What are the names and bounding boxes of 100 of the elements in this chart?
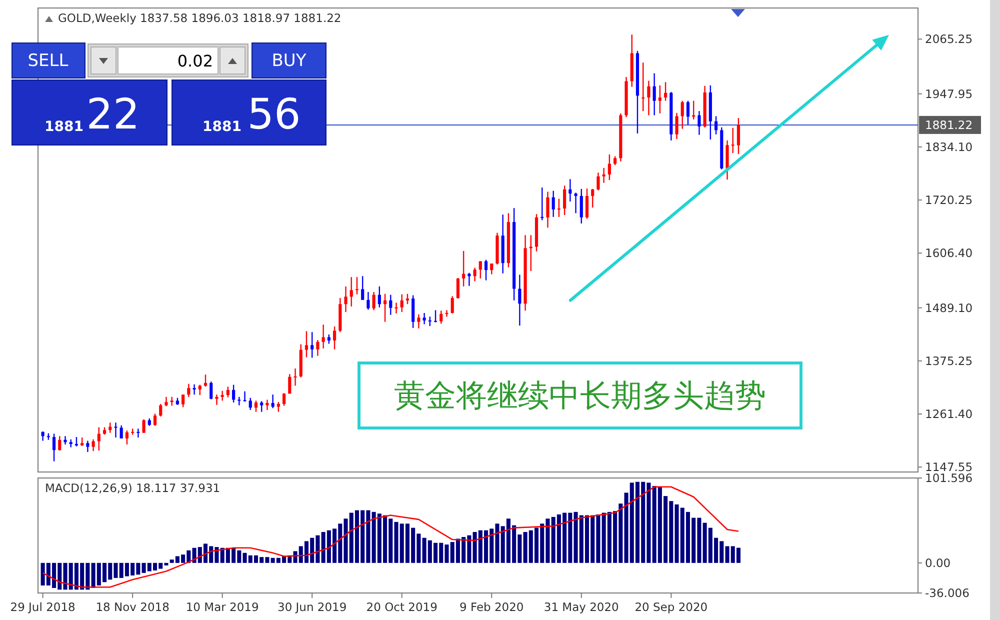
candlestick	[52, 433, 56, 462]
y-tick-label: 0.00	[925, 556, 951, 570]
candlestick	[462, 250, 466, 287]
y-tick-label: -36.006	[925, 586, 970, 600]
candlestick	[125, 430, 129, 446]
candlestick	[226, 386, 230, 398]
candlestick	[417, 314, 420, 329]
candlestick	[366, 291, 370, 310]
candlestick	[192, 384, 196, 396]
candlestick	[484, 259, 488, 281]
candlestick	[680, 100, 684, 130]
candlestick	[445, 310, 448, 318]
y-tick-label: 1720.25	[925, 193, 973, 208]
candlestick	[383, 293, 387, 322]
annotation: 1881	[202, 119, 242, 135]
candlestick	[361, 276, 364, 301]
candlestick	[86, 440, 90, 453]
candlestick	[198, 384, 202, 396]
candlestick	[97, 426, 100, 452]
candlestick	[355, 276, 359, 295]
candlestick	[271, 394, 274, 409]
candlestick	[153, 413, 157, 426]
candlestick	[248, 397, 252, 411]
candlestick	[187, 383, 190, 398]
candlestick	[182, 394, 185, 408]
candlestick	[170, 396, 174, 406]
ref-line-label: 1881.22	[925, 118, 973, 132]
candlestick	[304, 330, 308, 358]
candlestick	[406, 293, 410, 305]
candlestick	[64, 435, 67, 446]
candlestick	[74, 436, 78, 447]
candlestick	[266, 399, 269, 411]
annotation: 1881	[44, 119, 84, 135]
candlestick	[434, 310, 438, 323]
candlestick	[400, 294, 404, 313]
annotation: 22	[86, 90, 140, 138]
candlestick	[114, 422, 118, 438]
candlestick	[108, 422, 112, 434]
candlestick	[714, 116, 718, 135]
y-tick-label: 1606.40	[925, 246, 973, 260]
candlestick	[159, 403, 162, 418]
y-tick-label: 1375.25	[925, 354, 973, 368]
candlestick	[675, 112, 678, 140]
candlestick	[736, 117, 740, 155]
candlestick	[563, 185, 566, 216]
candlestick	[473, 267, 476, 282]
candlestick	[412, 294, 415, 329]
candlestick	[552, 190, 555, 218]
candlestick	[220, 390, 224, 402]
candlestick	[568, 178, 572, 202]
candlestick	[294, 368, 297, 386]
candlestick	[344, 286, 348, 313]
candlestick	[731, 127, 734, 154]
candlestick	[136, 428, 140, 438]
candlestick	[574, 192, 578, 214]
candlestick	[41, 430, 44, 442]
candlestick	[591, 188, 594, 208]
candlestick	[478, 260, 482, 280]
candlestick	[440, 310, 443, 324]
candlestick	[580, 188, 583, 224]
x-tick-label: 10 Mar 2019	[186, 600, 259, 614]
candlestick	[658, 84, 662, 114]
candlestick	[142, 418, 146, 434]
candlestick	[322, 324, 325, 350]
annotation: BUY	[272, 51, 307, 71]
candlestick	[540, 186, 544, 221]
x-tick-label: 30 Jun 2019	[278, 600, 347, 614]
candlestick	[686, 100, 690, 126]
candlestick	[243, 390, 246, 402]
candlestick	[585, 188, 589, 220]
annotation: 56	[247, 90, 301, 138]
y-tick-label: 1261.40	[925, 406, 973, 421]
candlestick	[288, 373, 292, 394]
candlestick	[602, 167, 606, 184]
candlestick	[316, 339, 320, 356]
candlestick	[664, 82, 668, 102]
candlestick	[254, 400, 258, 412]
candlestick	[232, 384, 236, 404]
annotation: 黄金将继续中长期多头趋势	[394, 378, 766, 413]
candlestick	[164, 396, 168, 407]
chart-title: MACD(12,26,9) 18.117 37.931	[45, 481, 220, 495]
candlestick	[238, 396, 241, 406]
annotation: SELL	[28, 51, 69, 71]
candlestick	[456, 277, 460, 300]
y-tick-label: 2065.25	[925, 32, 973, 46]
x-tick-label: 20 Oct 2019	[366, 600, 438, 614]
candlestick	[310, 332, 314, 358]
x-tick-label: 31 May 2020	[544, 600, 619, 614]
x-tick-label: 29 Jul 2018	[10, 600, 76, 614]
x-tick-label: 18 Nov 2018	[96, 600, 170, 614]
candlestick	[422, 312, 426, 325]
candlestick	[652, 72, 656, 116]
candlestick	[698, 110, 701, 136]
y-tick-label: 1489.10	[925, 300, 973, 315]
y-tick-label: 1834.10	[925, 140, 973, 154]
candlestick	[372, 291, 376, 311]
candlestick	[557, 198, 560, 218]
candlestick	[58, 435, 62, 452]
candlestick	[647, 80, 650, 116]
candlestick	[327, 334, 330, 344]
